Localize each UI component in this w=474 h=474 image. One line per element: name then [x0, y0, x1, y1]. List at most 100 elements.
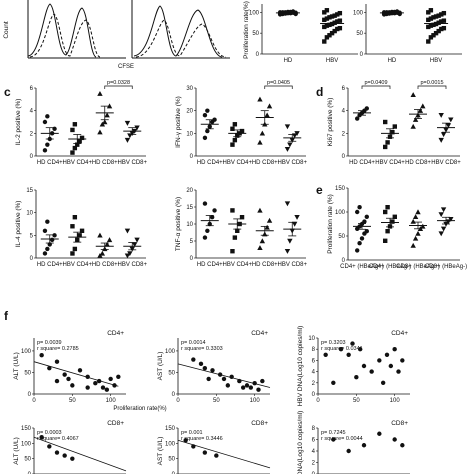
- category-label: HD CD8+: [92, 262, 118, 268]
- flow-histogram-2: [131, 0, 230, 59]
- data-point: [257, 207, 263, 213]
- data-point: [79, 228, 85, 233]
- data-point: [85, 385, 90, 390]
- significance-bracket: [264, 85, 293, 89]
- data-point: [72, 122, 78, 127]
- data-point: [439, 12, 444, 17]
- category-label: HBV CD4+: [62, 262, 92, 268]
- data-point: [426, 10, 431, 15]
- y-axis-label: HBV DNA(Log10 copies/ml): [297, 326, 304, 407]
- data-point: [127, 251, 133, 257]
- data-point: [77, 368, 83, 373]
- stat-annotation: p= 0.3203: [321, 340, 346, 346]
- data-point: [332, 28, 337, 34]
- data-point: [392, 124, 397, 129]
- data-point: [426, 24, 431, 30]
- p-value-label: p=0.0328: [107, 80, 130, 86]
- data-point: [440, 132, 447, 138]
- data-point: [412, 214, 419, 219]
- chart-title: CD8+: [391, 420, 408, 427]
- data-point: [66, 376, 71, 382]
- data-point: [438, 137, 444, 143]
- data-point: [205, 228, 210, 233]
- y-tick-label: 150: [21, 426, 32, 432]
- data-point: [433, 21, 439, 27]
- category-label: HBV: [430, 58, 442, 64]
- data-point: [428, 35, 434, 40]
- category-label: CD8+ (HBeAg+): [396, 264, 440, 270]
- data-point: [410, 242, 416, 248]
- y-tick-label: 10: [26, 211, 33, 217]
- data-point: [116, 374, 121, 379]
- data-point: [70, 383, 75, 388]
- significance-bracket: [417, 85, 447, 89]
- data-point: [259, 238, 266, 244]
- data-point: [260, 378, 265, 384]
- y-axis-label: ALT (U/L): [13, 352, 20, 380]
- y-axis-label: IL-4 positive (%): [15, 201, 22, 248]
- data-point: [357, 205, 362, 210]
- y-tick-label: 8: [312, 347, 316, 353]
- data-point: [323, 352, 328, 357]
- prolif-ylabel: Proliferation rate(%): [243, 1, 250, 59]
- y-tick-label: 150: [335, 186, 346, 192]
- data-point: [324, 8, 330, 13]
- stat-annotation: p= 0.7245: [321, 430, 346, 436]
- data-point: [439, 19, 444, 24]
- chart-c4: 0 5 10 15 20 TNF-α positive (%) HD CD4+ HBV CD4…: [175, 188, 307, 268]
- data-point: [70, 127, 75, 133]
- data-point: [77, 233, 82, 238]
- data-point: [448, 117, 454, 123]
- data-point: [70, 251, 75, 256]
- category-label: HD CD4+: [197, 262, 223, 268]
- data-point: [202, 235, 208, 240]
- y-tick-label: 50: [338, 234, 345, 240]
- data-point: [324, 16, 330, 21]
- data-point: [47, 444, 52, 449]
- y-tick-label: 10: [308, 336, 315, 342]
- stat-annotation: r square= 0.3446: [181, 436, 223, 442]
- data-point: [392, 214, 397, 219]
- y-tick-label: 2: [30, 131, 34, 137]
- data-point: [291, 221, 298, 227]
- data-point: [235, 228, 240, 233]
- y-tick-label: 50: [168, 457, 175, 463]
- data-point: [331, 437, 336, 442]
- data-point: [202, 113, 208, 118]
- data-point: [62, 372, 67, 377]
- data-point: [324, 23, 330, 28]
- data-point: [441, 25, 447, 31]
- data-point: [239, 215, 245, 220]
- data-point: [183, 438, 188, 443]
- data-point: [384, 352, 390, 357]
- category-label: HD CD8+: [252, 160, 278, 166]
- x-tick-label: 100: [250, 398, 261, 404]
- data-point: [214, 453, 219, 458]
- data-point: [124, 137, 131, 143]
- stat-annotation: p= 0.0014: [181, 340, 206, 346]
- y-tick-label: 0: [312, 392, 316, 398]
- y-tick-label: 100: [165, 441, 176, 447]
- chart-d: 0 2 4 6 Ki67 positive (%) HD CD4+ HBV CD4+ HD C…: [327, 80, 461, 166]
- data-point: [256, 387, 261, 392]
- stat-annotation: p= 0.0039: [37, 340, 62, 346]
- data-point: [54, 378, 60, 384]
- category-label: HD CD8+: [405, 160, 431, 166]
- y-tick-label: 30: [186, 86, 193, 92]
- regression-line: [33, 361, 119, 387]
- data-point: [97, 232, 103, 238]
- data-point: [354, 375, 359, 380]
- data-point: [436, 20, 441, 25]
- category-label: HBV CD4+: [222, 262, 252, 268]
- x-tick-label: 50: [69, 398, 76, 404]
- chart-title: CD4+: [107, 330, 124, 337]
- x-tick-label: 100: [390, 398, 401, 404]
- data-point: [97, 129, 103, 135]
- stat-annotation: r square= 0.2785: [37, 346, 79, 352]
- y-tick-label: 50: [252, 31, 259, 37]
- flow-ylabel: Count: [3, 21, 10, 39]
- x-tick-label: 100: [106, 398, 117, 404]
- data-point: [338, 347, 344, 352]
